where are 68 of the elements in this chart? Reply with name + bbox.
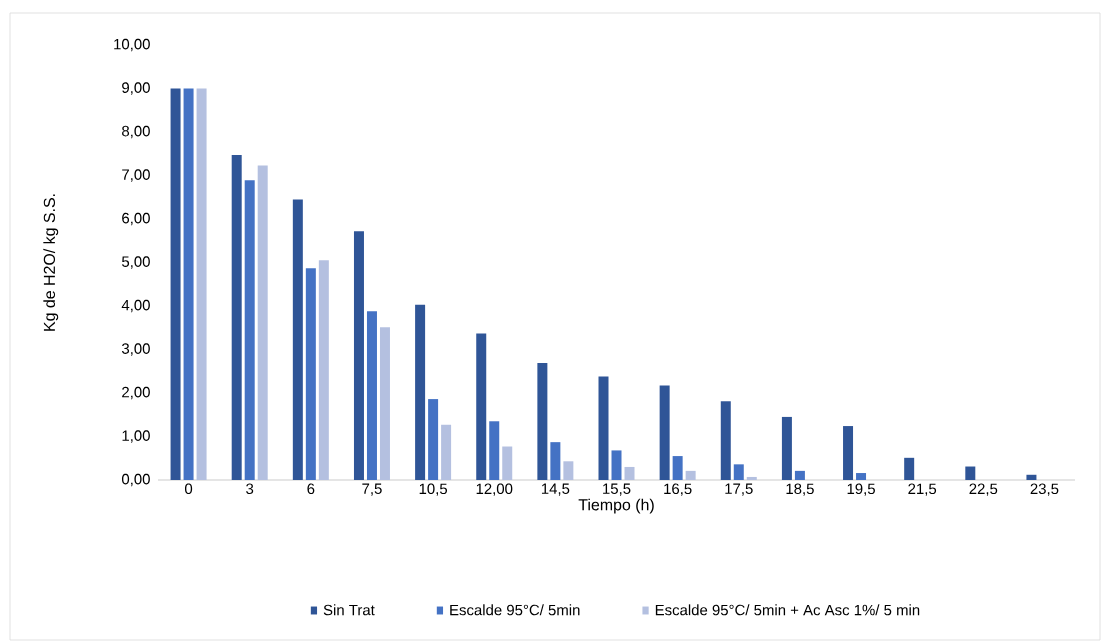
bar [672,456,683,480]
bar [476,333,487,480]
bar [685,470,696,480]
bar [904,457,915,480]
x-tick-label: 14,5 [541,483,570,496]
bar [305,268,316,480]
bar [257,165,268,480]
bar [781,416,792,480]
bar [733,464,744,480]
x-tick-label: 3 [246,483,254,495]
bar [183,88,194,480]
bar [965,466,976,480]
bar [563,461,574,480]
x-tick-label: 19,5 [847,483,875,496]
y-axis-title: Kg de H2O/ kg S.S. [43,194,59,331]
bar [353,231,364,480]
bar [720,401,731,480]
bar [550,442,561,480]
x-tick-label: 7,5 [362,483,382,496]
y-tick-label: 1,00 [122,430,150,443]
x-axis-title: Tiempo (h) [578,498,654,514]
y-tick-label: 7,00 [122,169,150,182]
legend-label: Sin Trat [323,604,375,616]
x-tick-label: 22,5 [969,483,998,496]
bar [794,470,805,480]
legend-label: Escalde 95°C/ 5min [450,604,580,616]
x-tick-label: 15,5 [603,483,631,496]
y-tick-label: 9,00 [122,82,150,95]
x-tick-label: 10,5 [419,483,448,496]
bar [624,466,635,480]
bar [441,424,452,480]
y-tick-label: 3,00 [121,343,150,356]
bar [856,473,867,480]
x-tick-label: 6 [307,483,315,495]
bar [196,88,207,480]
x-tick-label: 17,5 [725,483,753,496]
bar [292,199,303,480]
bar [170,88,181,480]
bar [502,446,513,480]
x-tick-label: 18,5 [786,483,814,496]
x-tick-label: 0 [184,483,193,495]
bar [415,304,426,480]
x-tick-label: 12,00 [476,483,513,496]
y-tick-label: 10,00 [114,38,150,52]
y-tick-label: 6,00 [122,212,150,226]
bar [366,311,377,480]
bar [244,180,255,480]
y-tick-label: 5,00 [121,256,150,269]
bar [428,399,439,480]
bar [489,421,500,480]
y-tick-label: 8,00 [122,125,150,139]
y-tick-label: 4,00 [121,299,150,313]
x-tick-label: 21,5 [908,483,937,496]
bar [231,155,242,480]
bar [1026,474,1037,480]
y-tick-label: 0,00 [121,473,150,487]
bar [843,426,854,480]
bar [598,376,609,480]
bar [318,260,329,480]
bar [659,385,670,480]
x-tick-label: 23,5 [1030,483,1059,496]
bar [379,327,390,480]
legend-label: Escalde 95°C/ 5min + Ac Asc 1%/ 5 min [655,604,920,616]
x-tick-label: 16,5 [664,483,692,496]
y-tick-label: 2,00 [122,386,150,400]
bar [611,450,622,480]
bar [746,476,757,480]
bar [537,362,548,480]
